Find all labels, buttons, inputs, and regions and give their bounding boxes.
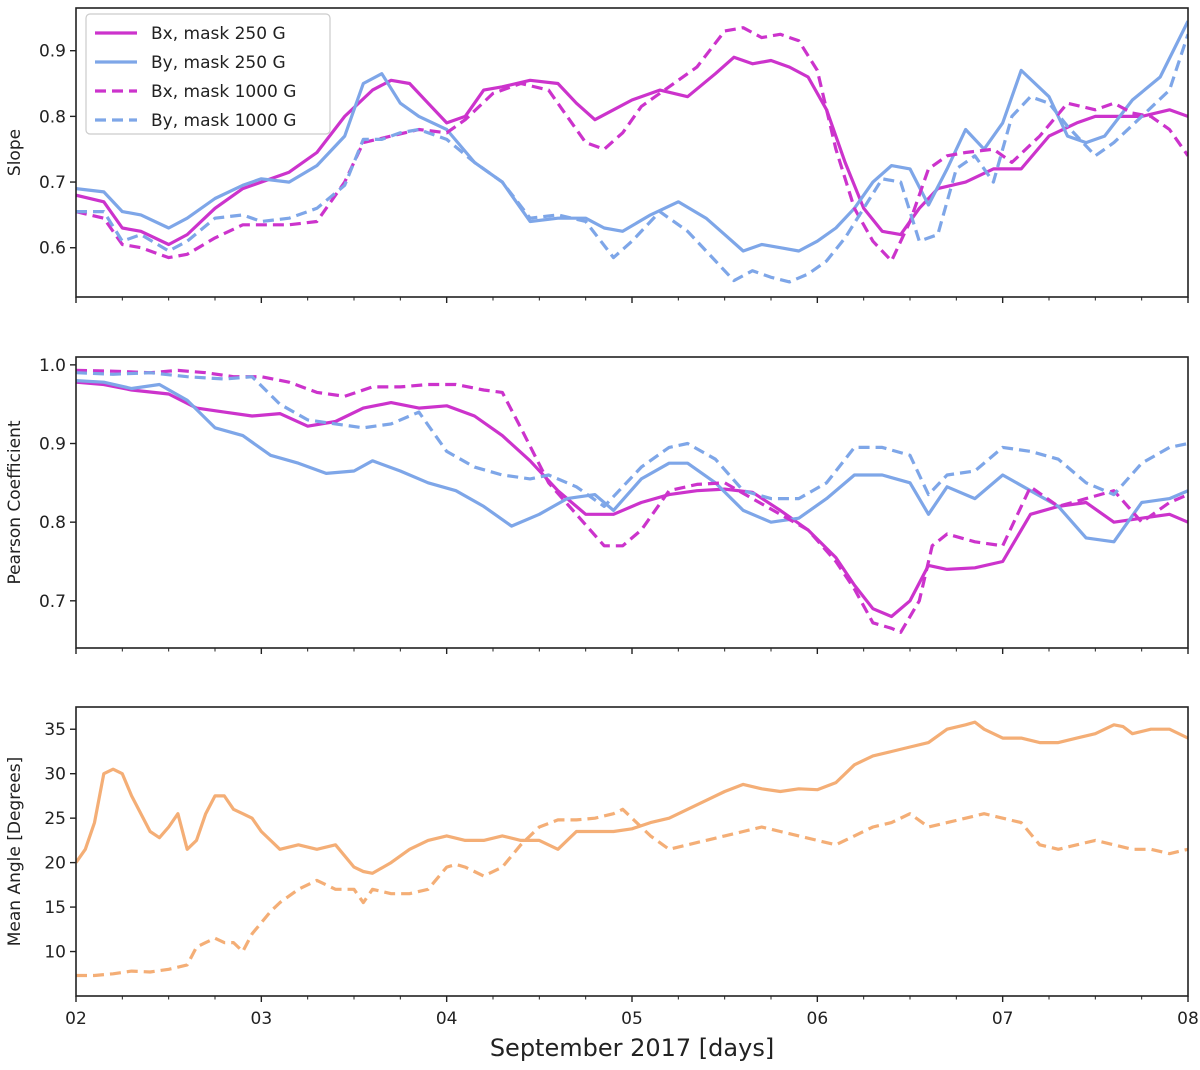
y-axis-label-mean_angle: Mean Angle [Degrees] (5, 757, 25, 947)
y-axis-label-pearson: Pearson Coefficient (5, 420, 25, 584)
y-tick-label-mean_angle-1: 15 (44, 898, 66, 918)
series-line-pearson-0 (76, 380, 1188, 619)
y-tick-label-pearson-3: 1.0 (39, 356, 66, 376)
y-tick-label-slope-1: 0.7 (39, 173, 66, 193)
panel-mean_angle: 10 15 20 25 30 35 02 03 04 05 06 07 08 September 2017… (5, 706, 1199, 1062)
legend: Bx, mask 250 G By, mask 250 G Bx, mask 100… (85, 13, 331, 135)
series-line-slope-3 (76, 33, 1188, 284)
y-axis-label-slope: Slope (5, 129, 25, 176)
axes-frame-pearson (75, 356, 1189, 649)
panel-slope: 0.6 0.7 0.8 0.9 Slope Bx, mask 250 G By, mask … (5, 7, 1189, 303)
x-axis-label: September 2017 [days] (490, 1034, 774, 1062)
y-tick-label-mean_angle-3: 25 (44, 809, 66, 829)
y-tick-label-mean_angle-4: 30 (44, 765, 66, 785)
x-tick-label-1: 03 (251, 1009, 273, 1029)
axes-frame-mean_angle (75, 706, 1189, 997)
y-tick-label-slope-2: 0.8 (39, 107, 66, 127)
series-line-mean_angle-1 (76, 807, 1188, 978)
series-line-pearson-1 (76, 379, 1188, 544)
y-tick-label-pearson-0: 0.7 (39, 592, 66, 612)
x-tick-label-5: 07 (992, 1009, 1014, 1029)
x-tick-label-6: 08 (1177, 1009, 1199, 1029)
x-tick-label-2: 04 (436, 1009, 458, 1029)
legend-box (85, 13, 331, 135)
legend-label-2: Bx, mask 1000 G (151, 82, 296, 102)
x-tick-label-0: 02 (65, 1009, 87, 1029)
y-tick-label-pearson-1: 0.8 (39, 513, 66, 533)
y-tick-label-slope-3: 0.9 (39, 42, 66, 62)
series-line-mean_angle-0 (76, 720, 1188, 875)
panel-pearson: 0.7 0.8 0.9 1.0 Pearson Coefficient (5, 356, 1189, 654)
legend-label-3: By, mask 1000 G (151, 111, 296, 131)
x-tick-label-4: 06 (807, 1009, 829, 1029)
series-line-pearson-2 (76, 368, 1188, 634)
x-tick-label-3: 05 (621, 1009, 643, 1029)
y-tick-label-mean_angle-0: 10 (44, 943, 66, 963)
y-tick-label-mean_angle-2: 20 (44, 854, 66, 874)
series-line-slope-1 (76, 20, 1188, 253)
legend-label-1: By, mask 250 G (151, 53, 286, 73)
series-line-pearson-3 (76, 371, 1188, 508)
legend-label-0: Bx, mask 250 G (151, 24, 286, 44)
y-tick-label-slope-0: 0.6 (39, 239, 66, 259)
series-line-slope-2 (76, 26, 1188, 263)
y-tick-label-mean_angle-5: 35 (44, 720, 66, 740)
y-tick-label-pearson-2: 0.9 (39, 435, 66, 455)
